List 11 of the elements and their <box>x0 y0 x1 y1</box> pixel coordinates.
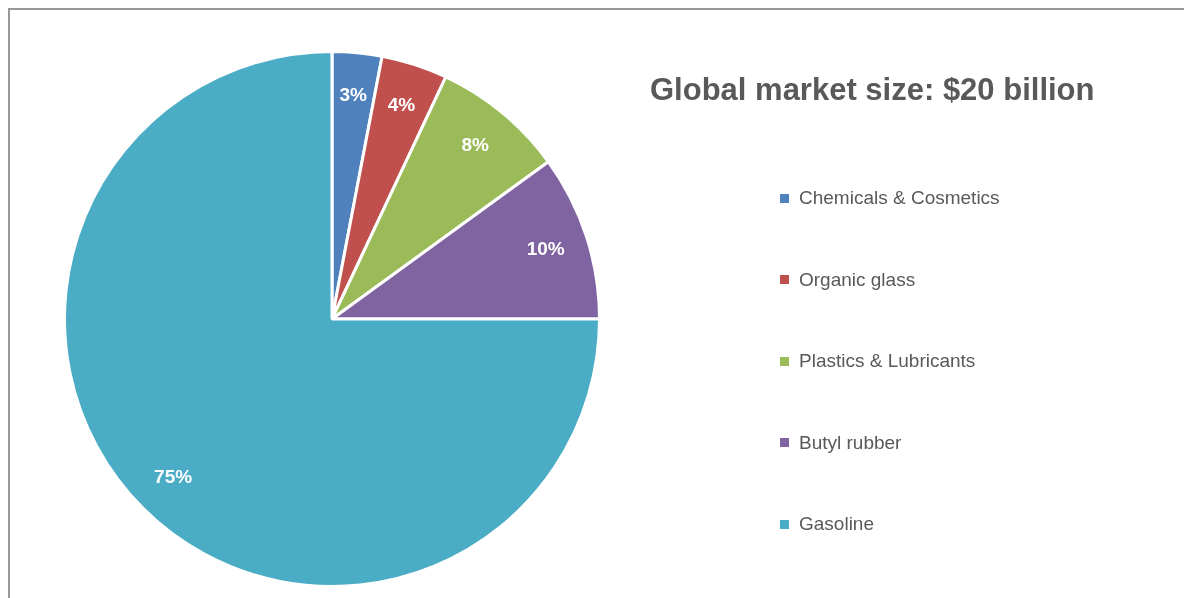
legend-label: Butyl rubber <box>799 431 902 454</box>
data-label: 8% <box>461 134 490 156</box>
legend-label: Plastics & Lubricants <box>799 350 976 372</box>
data-label: 75% <box>154 466 193 488</box>
legend-label: Chemicals & Cosmetics <box>799 187 1000 209</box>
legend-label: Gasoline <box>799 513 874 535</box>
data-label: 3% <box>339 83 367 105</box>
text: Global market size: $20 billion <box>650 72 1095 108</box>
legend-label: Organic glass <box>799 268 916 291</box>
data-label: 4% <box>387 93 416 115</box>
data-label: 10% <box>526 237 565 259</box>
